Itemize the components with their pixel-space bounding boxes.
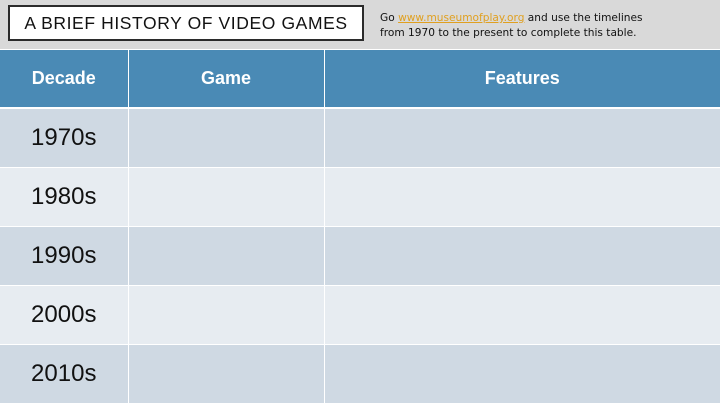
game-cell[interactable] <box>128 285 325 345</box>
features-cell[interactable] <box>324 167 720 227</box>
page-title: A BRIEF HISTORY OF VIDEO GAMES <box>8 5 364 41</box>
header-game: Game <box>128 50 325 109</box>
instructions-text: Go www.museumofplay.org and use the time… <box>380 11 716 41</box>
decade-cell: 2010s <box>0 344 129 404</box>
instructions-line2: from 1970 to the present to complete thi… <box>380 27 637 39</box>
features-cell[interactable] <box>324 226 720 286</box>
decade-cell: 1980s <box>0 167 129 227</box>
features-cell[interactable] <box>324 108 720 168</box>
features-cell[interactable] <box>324 285 720 345</box>
museum-link[interactable]: www.museumofplay.org <box>398 12 525 24</box>
table-row: 2000s <box>0 285 720 345</box>
decade-cell: 1990s <box>0 226 129 286</box>
table-header-row: Decade Game Features <box>0 50 720 109</box>
instructions-prefix: Go <box>380 12 399 24</box>
game-cell[interactable] <box>128 226 325 286</box>
decade-cell: 2000s <box>0 285 129 345</box>
header-decade: Decade <box>0 50 129 109</box>
table-row: 1970s <box>0 108 720 168</box>
game-cell[interactable] <box>128 344 325 404</box>
decade-cell: 1970s <box>0 108 129 168</box>
game-cell[interactable] <box>128 167 325 227</box>
game-cell[interactable] <box>128 108 325 168</box>
table-row: 2010s <box>0 344 720 404</box>
instructions-line1-suffix: and use the timelines <box>524 12 643 24</box>
features-cell[interactable] <box>324 344 720 404</box>
header-features: Features <box>324 50 720 109</box>
table-row: 1990s <box>0 226 720 286</box>
history-table: Decade Game Features 1970s 1980s 1990s 2… <box>0 50 720 404</box>
table-row: 1980s <box>0 167 720 227</box>
